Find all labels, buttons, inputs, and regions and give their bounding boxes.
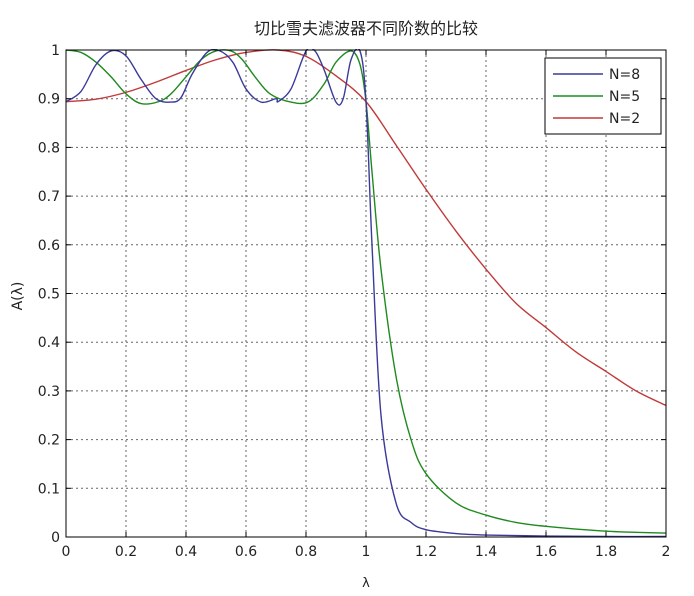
x-tick-label: 1.2	[415, 544, 437, 560]
y-tick-label: 0.6	[38, 238, 60, 254]
x-tick-label: 0.6	[235, 544, 257, 560]
y-tick-label: 0.8	[38, 140, 60, 156]
x-tick-label: 0	[62, 544, 71, 560]
y-tick-label: 0.3	[38, 384, 60, 400]
tick-layer: 0 0.2 0.4 0.6 0.8 1 1.2 1.4 1.6 1.8 2 0 0.1 0.2 0.3 0.4…	[38, 43, 671, 560]
y-tick-label: 0.1	[38, 481, 60, 497]
chart-title: 切比雪夫滤波器不同阶数的比较	[254, 19, 478, 38]
y-tick-label: 0.5	[38, 287, 60, 303]
y-tick-label: 0.7	[38, 189, 60, 205]
legend-label: N=2	[609, 111, 640, 127]
x-tick-label: 1.6	[535, 544, 557, 560]
x-tick-label: 0.4	[175, 544, 197, 560]
x-tick-label: 1.4	[475, 544, 497, 560]
x-axis-label: λ	[362, 576, 370, 591]
legend-label: N=8	[609, 67, 640, 83]
legend-label: N=5	[609, 89, 640, 105]
legend: N=8 N=5 N=2	[544, 57, 662, 135]
x-tick-label: 1	[362, 544, 371, 560]
y-tick-label: 0.9	[38, 92, 60, 108]
y-tick-label: 1	[51, 43, 60, 59]
x-tick-label: 1.8	[595, 544, 617, 560]
x-tick-label: 2	[662, 544, 671, 560]
series-line-n-5	[66, 49, 666, 534]
y-tick-label: 0	[51, 530, 60, 546]
x-tick-label: 0.8	[295, 544, 317, 560]
y-tick-label: 0.2	[38, 433, 60, 449]
y-tick-label: 0.4	[38, 335, 60, 351]
x-tick-label: 0.2	[115, 544, 137, 560]
y-axis-label: A(λ)	[10, 282, 26, 311]
